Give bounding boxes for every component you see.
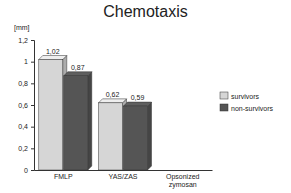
x-tick-label: YAS/ZAS <box>108 173 137 180</box>
y-tick: 0,2 <box>18 145 34 152</box>
bar-side <box>88 72 92 170</box>
y-tick: 1 <box>24 58 34 65</box>
y-tick-label: 0,4 <box>18 123 28 130</box>
data-label: 0,59 <box>131 94 145 101</box>
y-tick-label: 1,2 <box>18 37 28 44</box>
bar <box>39 60 63 171</box>
legend-label: survivors <box>231 93 260 100</box>
bar-top <box>39 56 67 60</box>
bar <box>99 103 123 170</box>
y-tick-label: 1 <box>24 58 28 65</box>
bar <box>64 76 88 170</box>
y-tick: 0,6 <box>18 102 34 109</box>
y-tick: 0 <box>24 167 34 174</box>
x-tick: Opsonizedzymosan <box>166 173 200 188</box>
y-tick-label: 0,2 <box>18 145 28 152</box>
y-tick: 0,8 <box>18 80 34 87</box>
bar-top <box>99 99 127 103</box>
data-label: 1,02 <box>46 48 60 55</box>
data-label: 0,87 <box>71 64 85 71</box>
legend: survivors non-survivors <box>220 92 274 112</box>
bar-top <box>123 102 151 106</box>
bar <box>123 106 147 170</box>
y-tick-mark <box>31 105 34 106</box>
x-tick: FMLP <box>54 173 73 180</box>
y-tick-label: 0 <box>24 167 28 174</box>
y-tick-mark <box>31 148 34 149</box>
y-tick-mark <box>31 62 34 63</box>
y-tick-mark <box>31 170 34 171</box>
legend-swatch <box>220 92 228 99</box>
y-tick: 0,4 <box>18 123 34 130</box>
y-axis-line <box>31 41 35 171</box>
y-tick: 1,2 <box>18 37 34 44</box>
title: Chemotaxis <box>103 3 187 20</box>
data-label: 0,62 <box>106 91 120 98</box>
y-axis: 0 0,2 0,4 0,6 0,8 1 1,2 <box>18 37 34 174</box>
bar-top <box>64 72 92 76</box>
y-tick-mark <box>31 127 34 128</box>
data-labels: 1,02 0,62 0,87 0,59 <box>46 48 144 102</box>
legend-label: non-survivors <box>231 105 274 112</box>
y-tick-mark <box>31 40 34 41</box>
y-tick-mark <box>31 83 34 84</box>
bar-side <box>147 102 151 170</box>
chart: Chemotaxis [mm] 0 0,2 0,4 0,6 0,8 1 1,2 FMLP YAS/Z… <box>0 0 291 193</box>
x-axis-line <box>35 170 213 171</box>
x-axis: FMLP YAS/ZAS Opsonizedzymosan <box>35 171 213 189</box>
x-tick: YAS/ZAS <box>108 173 137 180</box>
bars <box>39 56 152 171</box>
y-tick-label: 0,6 <box>18 102 28 109</box>
legend-swatch <box>220 104 228 111</box>
y-axis-label: [mm] <box>14 24 30 32</box>
x-tick-label: FMLP <box>54 173 73 180</box>
y-tick-label: 0,8 <box>18 80 28 87</box>
x-tick-label: Opsonizedzymosan <box>166 173 200 188</box>
